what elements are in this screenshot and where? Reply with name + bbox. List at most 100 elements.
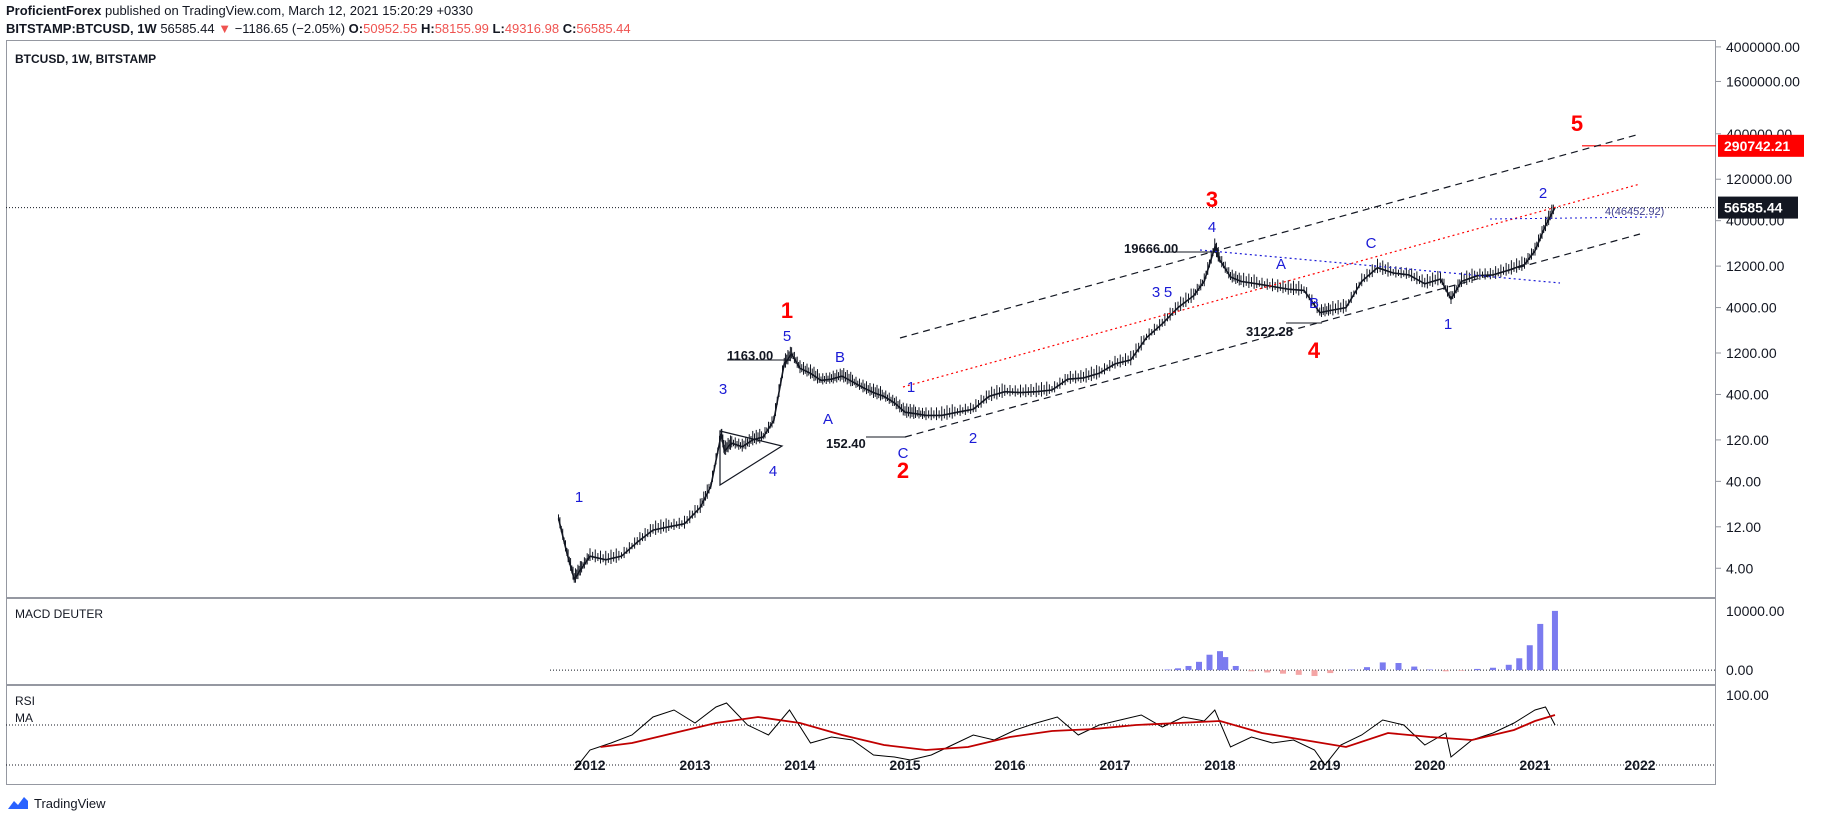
fib-level-line <box>1489 216 1661 220</box>
wave-label-blue: C <box>1366 235 1377 252</box>
macd-bar <box>1395 663 1402 671</box>
macd-bar <box>1206 654 1213 671</box>
wave-label-red: 5 <box>1571 111 1583 136</box>
rsi-pane[interactable] <box>6 685 1716 785</box>
macd-bar <box>1427 669 1433 671</box>
macd-bar <box>1526 645 1533 671</box>
wave-label-blue: B <box>1309 295 1319 312</box>
triangle-pattern <box>719 430 784 487</box>
low-label: L: <box>492 21 505 36</box>
price-annotation: 19666.00 <box>1124 241 1178 256</box>
symbol-label: BITSTAMP:BTCUSD, 1W <box>6 21 157 36</box>
high-label: H: <box>420 21 435 36</box>
y-tick-label: 4000000.00 <box>1726 39 1800 55</box>
logo-text: TradingView <box>34 795 106 811</box>
wave-label-red: 4 <box>1308 338 1321 363</box>
y-tick-label: 120000.00 <box>1726 171 1792 187</box>
y-tick-label: 12.00 <box>1726 519 1761 535</box>
tradingview-logo-icon <box>8 797 28 809</box>
change-value: −1186.65 (−2.05%) <box>234 21 346 36</box>
macd-bar <box>1248 670 1255 672</box>
last-price: 56585.44 <box>160 21 215 36</box>
x-tick-label: 2022 <box>1624 757 1655 773</box>
macd-bar <box>1175 668 1181 671</box>
macd-bar <box>1474 668 1481 671</box>
middle-channel-line <box>902 183 1641 388</box>
current-price-label: 56585.44 <box>1724 200 1783 216</box>
y-tick-label: 4000.00 <box>1726 300 1777 316</box>
price-annotation: 1163.00 <box>727 348 773 363</box>
y-tick-label: 4.00 <box>1726 560 1753 576</box>
x-tick-label: 2016 <box>994 757 1025 773</box>
wave-label-blue: A <box>1276 256 1286 273</box>
price-series-line <box>557 207 1556 581</box>
x-tick-label: 2020 <box>1414 757 1445 773</box>
macd-bar <box>1164 669 1171 671</box>
x-tick-label: 2021 <box>1519 757 1550 773</box>
macd-bar <box>1264 670 1271 673</box>
target-price-label: 290742.21 <box>1724 138 1790 154</box>
rsi-ma-line <box>600 714 1556 751</box>
rsi-line <box>573 702 1556 771</box>
wave-label-blue: 4 <box>1208 219 1216 236</box>
close-label: C: <box>562 21 577 36</box>
upper-channel-line <box>899 133 1641 339</box>
blue-trendline <box>1199 249 1561 284</box>
macd-bar <box>1280 670 1286 674</box>
macd-y-tick-label: 0.00 <box>1726 662 1753 678</box>
macd-bar <box>1196 661 1202 671</box>
wave-label-red: 3 <box>1206 187 1218 212</box>
price-annotation: 3122.28 <box>1246 324 1293 339</box>
macd-bar <box>1217 651 1223 671</box>
macd-bar <box>1222 657 1229 671</box>
y-tick-label: 1200.00 <box>1726 345 1777 361</box>
target-price-badge <box>1718 134 1804 157</box>
macd-bar <box>1490 667 1496 671</box>
macd-bar <box>1505 664 1512 671</box>
wave-label-blue: C <box>898 445 909 462</box>
wave-label-blue: A <box>823 411 833 428</box>
macd-bar <box>1348 669 1355 671</box>
macd-pane-title: MACD DEUTER <box>15 607 104 621</box>
published-text: published on TradingView.com, March 12, … <box>104 3 473 18</box>
low-value: 49316.98 <box>504 21 560 36</box>
macd-bar <box>1311 670 1318 677</box>
wave-label-blue: 3 <box>719 381 727 398</box>
macd-bar <box>1364 667 1370 671</box>
change-arrow-icon: ▼ <box>218 21 232 36</box>
x-tick-label: 2017 <box>1099 757 1130 773</box>
macd-bar <box>1411 666 1418 671</box>
rsi-pane-title: RSI <box>15 694 36 708</box>
publish-info: ProficientForex published on TradingView… <box>6 3 473 18</box>
x-tick-label: 2012 <box>574 757 605 773</box>
high-value: 58155.99 <box>434 21 489 36</box>
macd-bar <box>1327 670 1334 674</box>
macd-bar <box>1551 610 1558 671</box>
macd-bar <box>1442 670 1449 672</box>
price-annotation: 152.40 <box>826 436 866 451</box>
rsi-y-tick-label: 100.00 <box>1726 687 1769 703</box>
wave-label-blue: 5 <box>1164 284 1172 301</box>
x-tick-label: 2014 <box>784 757 815 773</box>
x-tick-label: 2015 <box>889 757 920 773</box>
macd-bar <box>1537 623 1544 671</box>
wave-label-blue: 1 <box>1444 316 1452 333</box>
fib-level-label: 4(46452.92) <box>1605 206 1664 218</box>
x-tick-label: 2013 <box>679 757 710 773</box>
open-label: O: <box>348 21 364 36</box>
y-tick-label: 1600000.00 <box>1726 73 1800 89</box>
symbol-ohlc-line: BITSTAMP:BTCUSD, 1W 56585.44 ▼ −1186.65 … <box>6 21 631 36</box>
wave-label-blue: 3 <box>1152 284 1160 301</box>
wave-label-blue: 5 <box>783 328 791 345</box>
y-tick-label: 12000.00 <box>1726 258 1785 274</box>
rsi-ma-title: MA <box>15 711 33 725</box>
publisher-name[interactable]: ProficientForex <box>6 3 102 18</box>
macd-pane[interactable] <box>6 598 1716 685</box>
macd-bar <box>1232 665 1239 671</box>
wave-label-blue: 1 <box>575 489 583 506</box>
close-value: 56585.44 <box>576 21 631 36</box>
macd-bar <box>1458 670 1465 671</box>
main-price-pane[interactable] <box>6 40 1716 598</box>
tradingview-logo[interactable]: TradingView <box>6 795 106 811</box>
